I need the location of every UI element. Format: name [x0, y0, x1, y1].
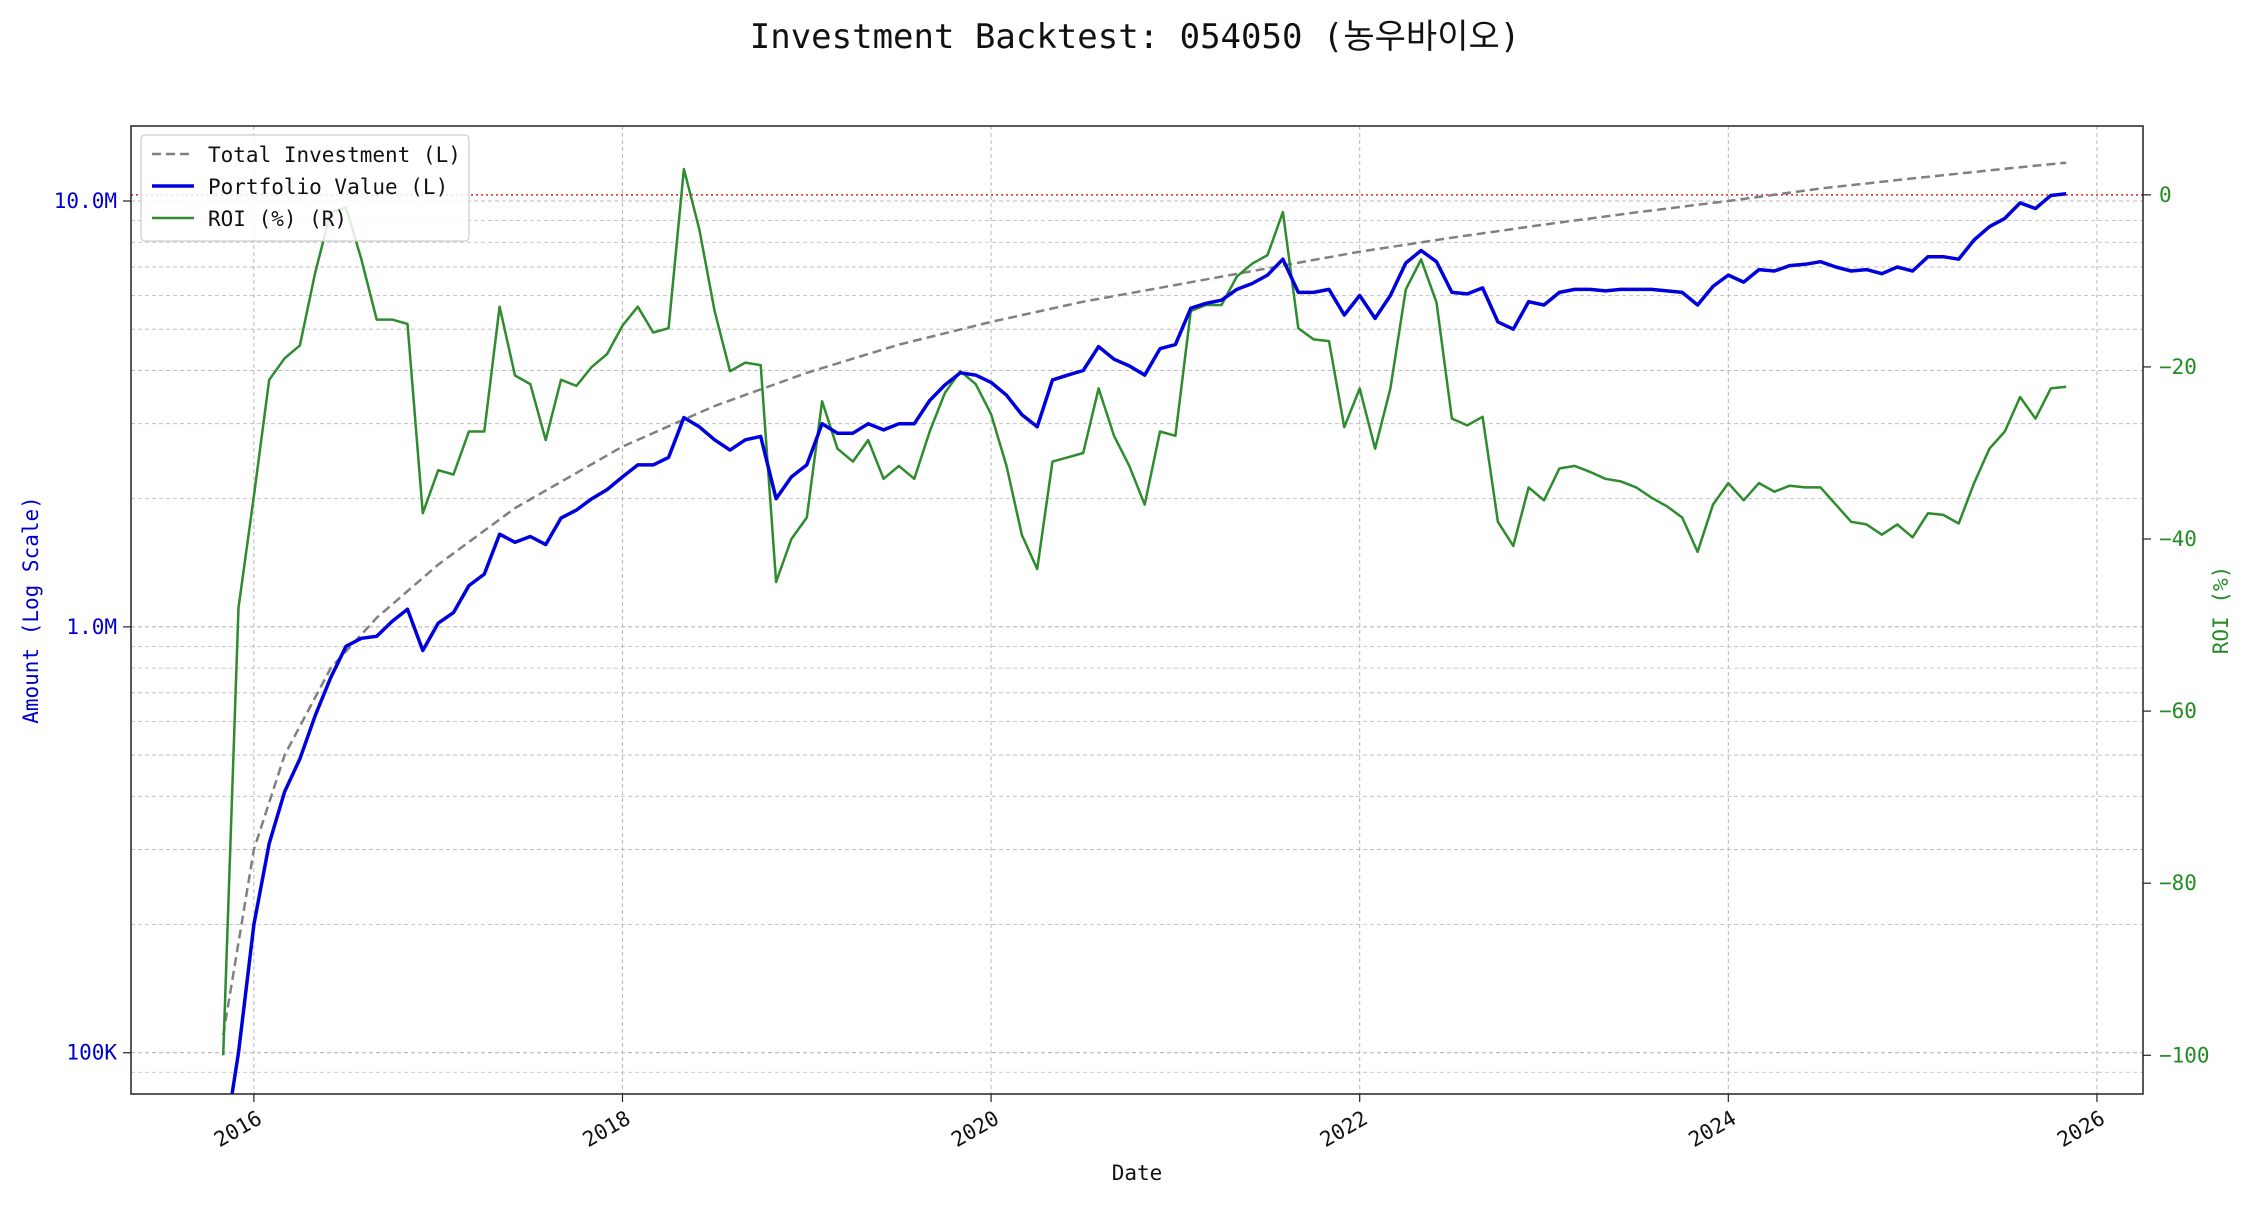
y-right-tick-label: −40 — [2159, 527, 2197, 551]
legend-label-total-investment: Total Investment (L) — [208, 143, 461, 167]
y-right-tick-label: −20 — [2159, 355, 2197, 379]
legend-box — [140, 134, 470, 242]
chart-title: Investment Backtest: 054050 (농우바이오) — [750, 17, 1521, 57]
y-left-tick-label: 100K — [66, 1041, 117, 1065]
y-right-tick-label: −100 — [2159, 1043, 2210, 1067]
y-left-axis-label: Amount (Log Scale) — [19, 496, 43, 724]
legend-label-portfolio-value: Portfolio Value (L) — [208, 175, 448, 199]
series-line-portfolio-value — [230, 191, 2067, 1094]
y-right-axis-label: ROI (%) — [2209, 566, 2233, 655]
plot-frame — [130, 125, 2144, 1095]
y-left-tick-label: 10.0M — [54, 189, 117, 213]
series-layer — [221, 161, 2067, 1094]
series-line-roi — [221, 167, 2067, 1056]
x-axis-label: Date — [1112, 1161, 1163, 1185]
legend-label-roi: ROI (%) (R) — [208, 207, 347, 231]
y-right-tick-label: −60 — [2159, 699, 2197, 723]
grid-layer — [131, 126, 2143, 1095]
legend: Total Investment (L) Portfolio Value (L)… — [140, 134, 470, 242]
y-right-tick-label: 0 — [2159, 183, 2172, 207]
series-line-total-investment — [221, 161, 2067, 1036]
y-right-tick-label: −80 — [2159, 871, 2197, 895]
y-left-tick-label: 1.0M — [66, 615, 117, 639]
